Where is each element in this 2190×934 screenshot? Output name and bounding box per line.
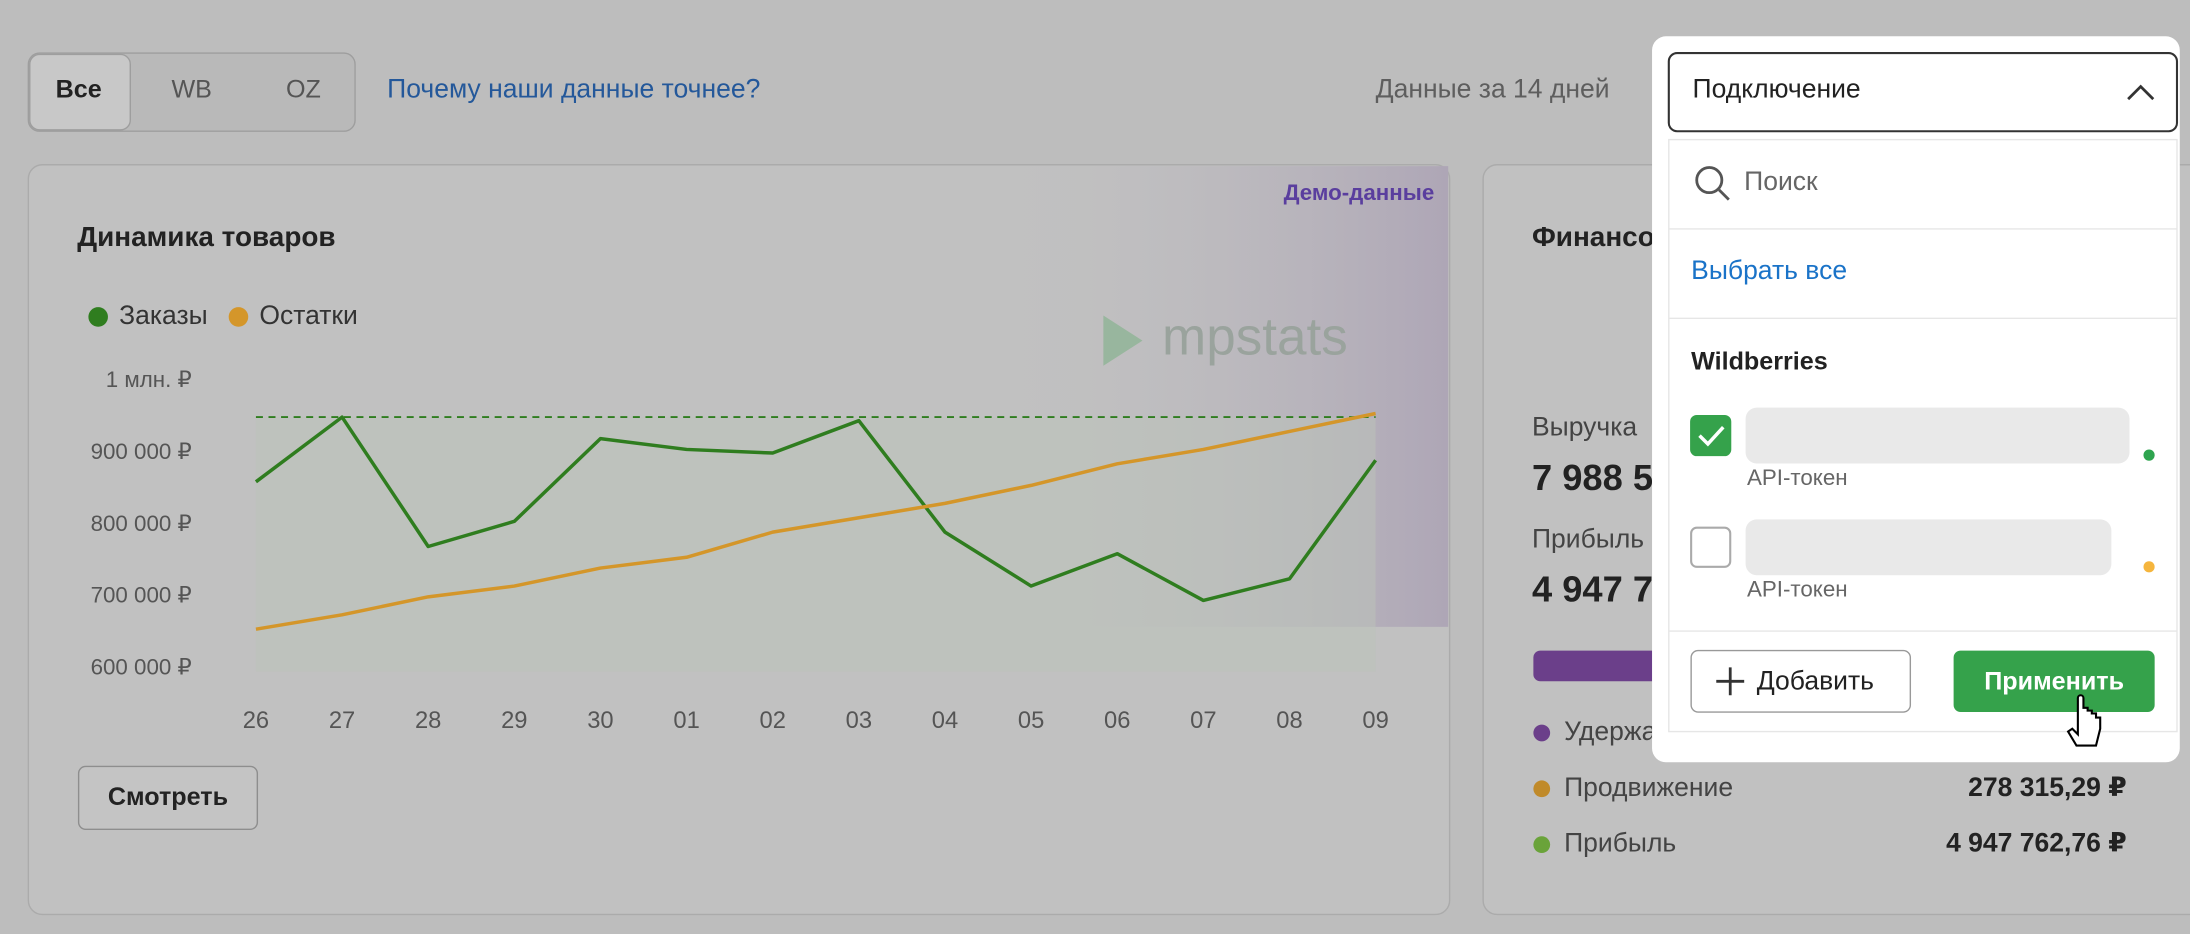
x-tick-label: 28 <box>415 708 441 734</box>
legend-label: Прибыль <box>1564 828 1676 858</box>
legend-value: 278 315,29 ₽ <box>1968 772 2127 802</box>
x-tick-label: 27 <box>329 708 355 734</box>
apply-button[interactable] <box>1953 650 2155 713</box>
view-button[interactable] <box>77 765 259 830</box>
watermark-logo <box>1103 315 1143 366</box>
apply-button-label[interactable]: Применить <box>1984 667 2124 695</box>
legend-marker <box>1533 724 1551 742</box>
x-tick-label: 04 <box>932 708 958 734</box>
search-icon <box>1695 166 1724 195</box>
dropdown-toggle[interactable] <box>1667 52 2179 133</box>
search-icon-handle <box>1718 188 1730 201</box>
blurred-name <box>1745 407 2130 464</box>
add-button-label[interactable]: Добавить <box>1757 666 1874 696</box>
x-tick-label: 05 <box>1018 708 1044 734</box>
tab[interactable]: Все <box>56 75 102 103</box>
chevron[interactable] <box>2127 84 2155 101</box>
x-tick-label: 03 <box>846 708 872 734</box>
revenue-label: Выручка <box>1532 412 1637 442</box>
checkbox[interactable] <box>1690 414 1732 457</box>
x-tick-label: 01 <box>673 708 699 734</box>
status-dot <box>2143 561 2155 573</box>
add-button[interactable] <box>1690 649 1912 713</box>
x-tick-label: 07 <box>1190 708 1216 734</box>
checkbox[interactable] <box>1690 526 1732 568</box>
series-line <box>255 411 1376 631</box>
tab[interactable]: OZ <box>286 75 321 103</box>
revenue: 7 988 5 <box>1532 457 1653 498</box>
period: Данные за 14 дней <box>1376 74 1610 104</box>
x-tick-label: 30 <box>587 708 613 734</box>
y-tick-label: 900 000 ₽ <box>91 439 192 464</box>
cursor <box>2066 694 2102 747</box>
legend-label: Остатки <box>259 300 357 330</box>
blurred-name <box>1745 519 2112 576</box>
demo-badge: Демо-данные <box>1284 180 1435 205</box>
legend-marker <box>228 307 249 327</box>
legend-marker <box>1533 836 1551 854</box>
view-button-label[interactable]: Смотреть <box>108 783 228 811</box>
legend-label: Продвижение <box>1564 772 1733 802</box>
profit: 4 947 7 <box>1532 569 1653 610</box>
x-tick-label: 26 <box>243 708 269 734</box>
select-all[interactable]: Выбрать все <box>1691 255 1847 285</box>
x-tick-label: 08 <box>1276 708 1302 734</box>
status-dot <box>2143 449 2155 461</box>
chart-title: Динамика товаров <box>77 221 335 252</box>
tab[interactable]: WB <box>171 75 211 103</box>
finance-title: Финансо <box>1532 221 1655 252</box>
item-subtitle: API-токен <box>1747 465 1848 490</box>
dropdown-label[interactable]: Подключение <box>1693 74 1861 104</box>
group-title: Wildberries <box>1691 348 1828 376</box>
legend-marker <box>1533 780 1551 798</box>
legend-label: Заказы <box>119 300 208 330</box>
plus-icon[interactable] <box>1716 667 1745 696</box>
legend-value: 4 947 762,76 ₽ <box>1946 828 2127 858</box>
link[interactable]: Почему наши данные точнее? <box>387 74 760 104</box>
tab-active[interactable] <box>29 53 131 131</box>
y-tick-label: 800 000 ₽ <box>91 511 192 536</box>
x-tick-label: 09 <box>1362 708 1388 734</box>
checkmark[interactable] <box>1698 426 1725 447</box>
x-tick-label: 06 <box>1104 708 1130 734</box>
y-tick-label: 700 000 ₽ <box>91 583 192 608</box>
legend-marker <box>88 307 108 327</box>
x-tick-label: 29 <box>501 708 527 734</box>
plot-area <box>255 417 1376 672</box>
profit-label: Прибыль <box>1532 523 1644 553</box>
y-tick-label: 1 млн. ₽ <box>106 367 192 392</box>
y-tick-label: 600 000 ₽ <box>91 655 192 680</box>
item-subtitle: API-токен <box>1747 576 1848 601</box>
search-input[interactable]: Поиск <box>1744 166 1818 196</box>
series-line <box>254 415 1378 603</box>
watermark: mpstats <box>1162 308 1348 367</box>
x-tick-label: 02 <box>760 708 786 734</box>
